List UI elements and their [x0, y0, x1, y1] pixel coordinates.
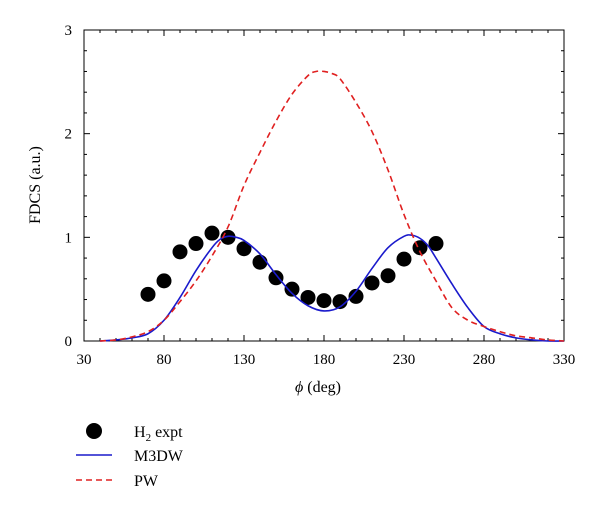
data-point-h2-expt-150: [268, 270, 284, 286]
series-line-pw: [99, 70, 565, 342]
y-axis-label: FDCS (a.u.): [27, 146, 44, 224]
x-axis-symbol: ϕ: [295, 379, 303, 396]
x-tick-label-230: 230: [393, 352, 416, 368]
legend-item-m3dw: M3DW: [76, 448, 184, 465]
data-point-h2-expt-200: [348, 288, 364, 304]
data-point-h2-expt-130: [236, 241, 252, 257]
x-tick-label-330: 330: [553, 352, 576, 368]
data-point-h2-expt-90: [172, 244, 188, 260]
data-point-h2-expt-160: [284, 281, 300, 297]
x-tick-label-130: 130: [233, 352, 256, 368]
legend-item-h2-expt: H2 expt: [86, 423, 183, 444]
legend-item-pw: PW: [76, 473, 159, 490]
ticks-layer: 30 80 130 180 230 280 330 0 1 2 3: [65, 23, 576, 368]
data-point-h2-expt-250: [428, 236, 444, 252]
x-tick-label-280: 280: [473, 352, 496, 368]
series-layer: [99, 70, 565, 342]
data-point-h2-expt-110: [204, 225, 220, 241]
legend-label-pw: PW: [134, 473, 159, 490]
x-tick-label-80: 80: [157, 352, 172, 368]
x-axis-label: ϕ (deg): [295, 379, 341, 396]
x-axis-unit: (deg): [307, 379, 341, 396]
legend-label-h2-sub: 2: [146, 432, 152, 444]
y-tick-label-1: 1: [65, 230, 73, 246]
y-tick-label-2: 2: [65, 127, 73, 143]
data-point-h2-expt-180: [316, 293, 332, 309]
y-tick-label-3: 3: [65, 23, 73, 39]
data-point-h2-expt-170: [300, 289, 316, 305]
legend-label-m3dw: M3DW: [134, 448, 184, 465]
x-tick-label-30: 30: [77, 352, 92, 368]
data-point-h2-expt-210: [364, 275, 380, 291]
data-point-h2-expt-80: [156, 273, 172, 289]
legend: H2 expt M3DW PW: [76, 423, 184, 490]
series-line-m3dw: [99, 234, 565, 342]
legend-label-h2-rest: expt: [151, 424, 183, 441]
data-point-h2-expt-230: [396, 251, 412, 267]
legend-label-h2-expt: H2 expt: [134, 424, 183, 444]
data-point-h2-expt-70: [140, 286, 156, 302]
data-point-h2-expt-100: [188, 236, 204, 252]
x-tick-label-180: 180: [313, 352, 336, 368]
axis-labels-layer: FDCS (a.u.) ϕ (deg): [27, 146, 341, 396]
data-point-h2-expt-190: [332, 294, 348, 310]
y-tick-label-0: 0: [65, 334, 73, 350]
data-point-h2-expt-220: [380, 268, 396, 284]
legend-label-h2-base: H: [134, 424, 146, 441]
legend-marker-h2-expt: [86, 423, 102, 439]
data-point-h2-expt-140: [252, 254, 268, 270]
